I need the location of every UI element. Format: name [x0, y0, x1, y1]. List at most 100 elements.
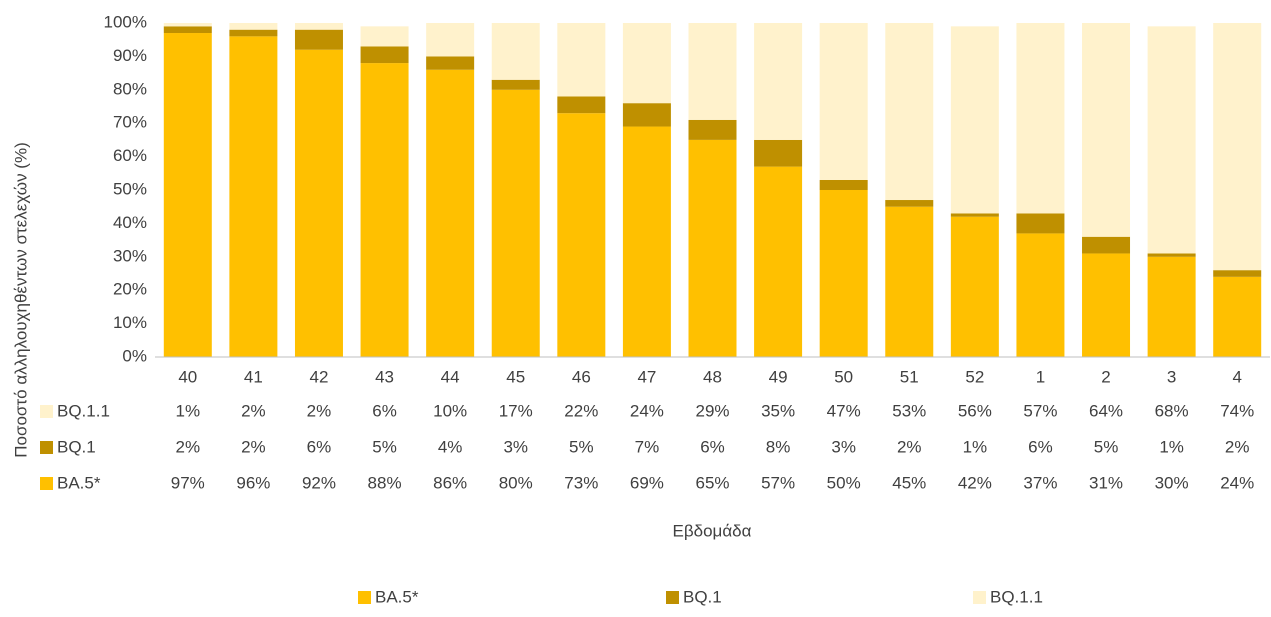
table-value: 88%	[368, 473, 402, 492]
bar-segment	[885, 206, 934, 357]
x-axis-title: Εβδομάδα	[673, 521, 752, 540]
bar-segment	[688, 23, 737, 120]
table-value: 42%	[958, 473, 992, 492]
bar-segment	[1082, 236, 1131, 254]
bar-segment	[819, 190, 868, 357]
table-value: 2%	[241, 437, 266, 456]
table-value: 50%	[827, 473, 861, 492]
bar-segment	[622, 126, 671, 357]
table-value: 24%	[1220, 473, 1254, 492]
y-tick-label: 30%	[113, 246, 147, 265]
y-tick-label: 10%	[113, 313, 147, 332]
table-value: 64%	[1089, 401, 1123, 420]
table-value: 57%	[761, 473, 795, 492]
bar-segment	[557, 23, 606, 97]
bar-segment	[1016, 233, 1065, 357]
bar-segment	[688, 139, 737, 357]
bar-segment	[491, 89, 540, 358]
legend-key	[358, 591, 371, 604]
legend-key	[973, 591, 986, 604]
y-tick-label: 0%	[122, 346, 147, 365]
bar-segment	[754, 139, 803, 167]
bar-segment	[885, 23, 934, 201]
table-value: 8%	[766, 437, 791, 456]
bar-segment	[360, 63, 409, 358]
table-row-label: BQ.1	[57, 437, 96, 456]
table-value: 96%	[236, 473, 270, 492]
bar-segment	[754, 166, 803, 357]
table-value: 6%	[1028, 437, 1053, 456]
bar-segment	[1082, 253, 1131, 357]
table-value: 3%	[503, 437, 528, 456]
x-tick-label: 52	[965, 367, 984, 386]
table-row-label: BQ.1.1	[57, 401, 110, 420]
x-tick-label: 4	[1232, 367, 1241, 386]
table-value: 22%	[564, 401, 598, 420]
bar-segment	[819, 179, 868, 190]
bar-segment	[163, 23, 212, 27]
table-value: 74%	[1220, 401, 1254, 420]
table-key	[40, 477, 53, 490]
bar-segment	[688, 119, 737, 140]
table-value: 45%	[892, 473, 926, 492]
y-axis-title: Ποσοστό αλληλουχηθέντων στελεχών (%)	[11, 142, 30, 458]
bar-segment	[1213, 276, 1262, 357]
bar-segment	[294, 29, 343, 50]
bar-segment	[1016, 213, 1065, 234]
y-tick-label: 60%	[113, 146, 147, 165]
x-tick-label: 51	[900, 367, 919, 386]
y-tick-label: 40%	[113, 213, 147, 232]
bar-segment	[360, 46, 409, 64]
bar-segment	[885, 200, 934, 207]
table-value: 65%	[695, 473, 729, 492]
legend-label: BA.5*	[375, 587, 419, 606]
table-row-label: BA.5*	[57, 473, 101, 492]
table-value: 2%	[897, 437, 922, 456]
bar-segment	[950, 213, 999, 217]
bar-segment	[229, 29, 278, 37]
bar-segment	[1082, 23, 1131, 237]
table-value: 10%	[433, 401, 467, 420]
bar-segment	[622, 23, 671, 104]
table-value: 57%	[1023, 401, 1057, 420]
bar-segment	[294, 49, 343, 357]
bar-segment	[622, 103, 671, 127]
y-tick-label: 20%	[113, 280, 147, 299]
bar-segment	[163, 26, 212, 34]
x-tick-label: 47	[637, 367, 656, 386]
table-value: 73%	[564, 473, 598, 492]
table-value: 37%	[1023, 473, 1057, 492]
table-value: 86%	[433, 473, 467, 492]
table-value: 24%	[630, 401, 664, 420]
table-value: 2%	[307, 401, 332, 420]
bar-segment	[819, 23, 868, 180]
bar-segment	[491, 23, 540, 80]
bar-segment	[950, 216, 999, 357]
bar-segment	[1147, 253, 1196, 257]
x-tick-label: 45	[506, 367, 525, 386]
x-tick-label: 3	[1167, 367, 1176, 386]
x-tick-label: 41	[244, 367, 263, 386]
table-value: 6%	[700, 437, 725, 456]
table-value: 5%	[569, 437, 594, 456]
x-tick-label: 46	[572, 367, 591, 386]
bar-segment	[491, 79, 540, 90]
table-value: 80%	[499, 473, 533, 492]
table-value: 1%	[176, 401, 201, 420]
table-value: 29%	[695, 401, 729, 420]
bar-segment	[229, 23, 278, 30]
bar-segment	[1147, 256, 1196, 357]
bar-segment	[557, 113, 606, 358]
table-value: 1%	[1159, 437, 1184, 456]
bar-segment	[163, 33, 212, 358]
bar-segment	[557, 96, 606, 114]
x-tick-label: 40	[178, 367, 197, 386]
table-value: 2%	[176, 437, 201, 456]
y-tick-label: 90%	[113, 46, 147, 65]
table-value: 53%	[892, 401, 926, 420]
table-value: 56%	[958, 401, 992, 420]
table-value: 31%	[1089, 473, 1123, 492]
table-value: 69%	[630, 473, 664, 492]
bar-segment	[754, 23, 803, 140]
